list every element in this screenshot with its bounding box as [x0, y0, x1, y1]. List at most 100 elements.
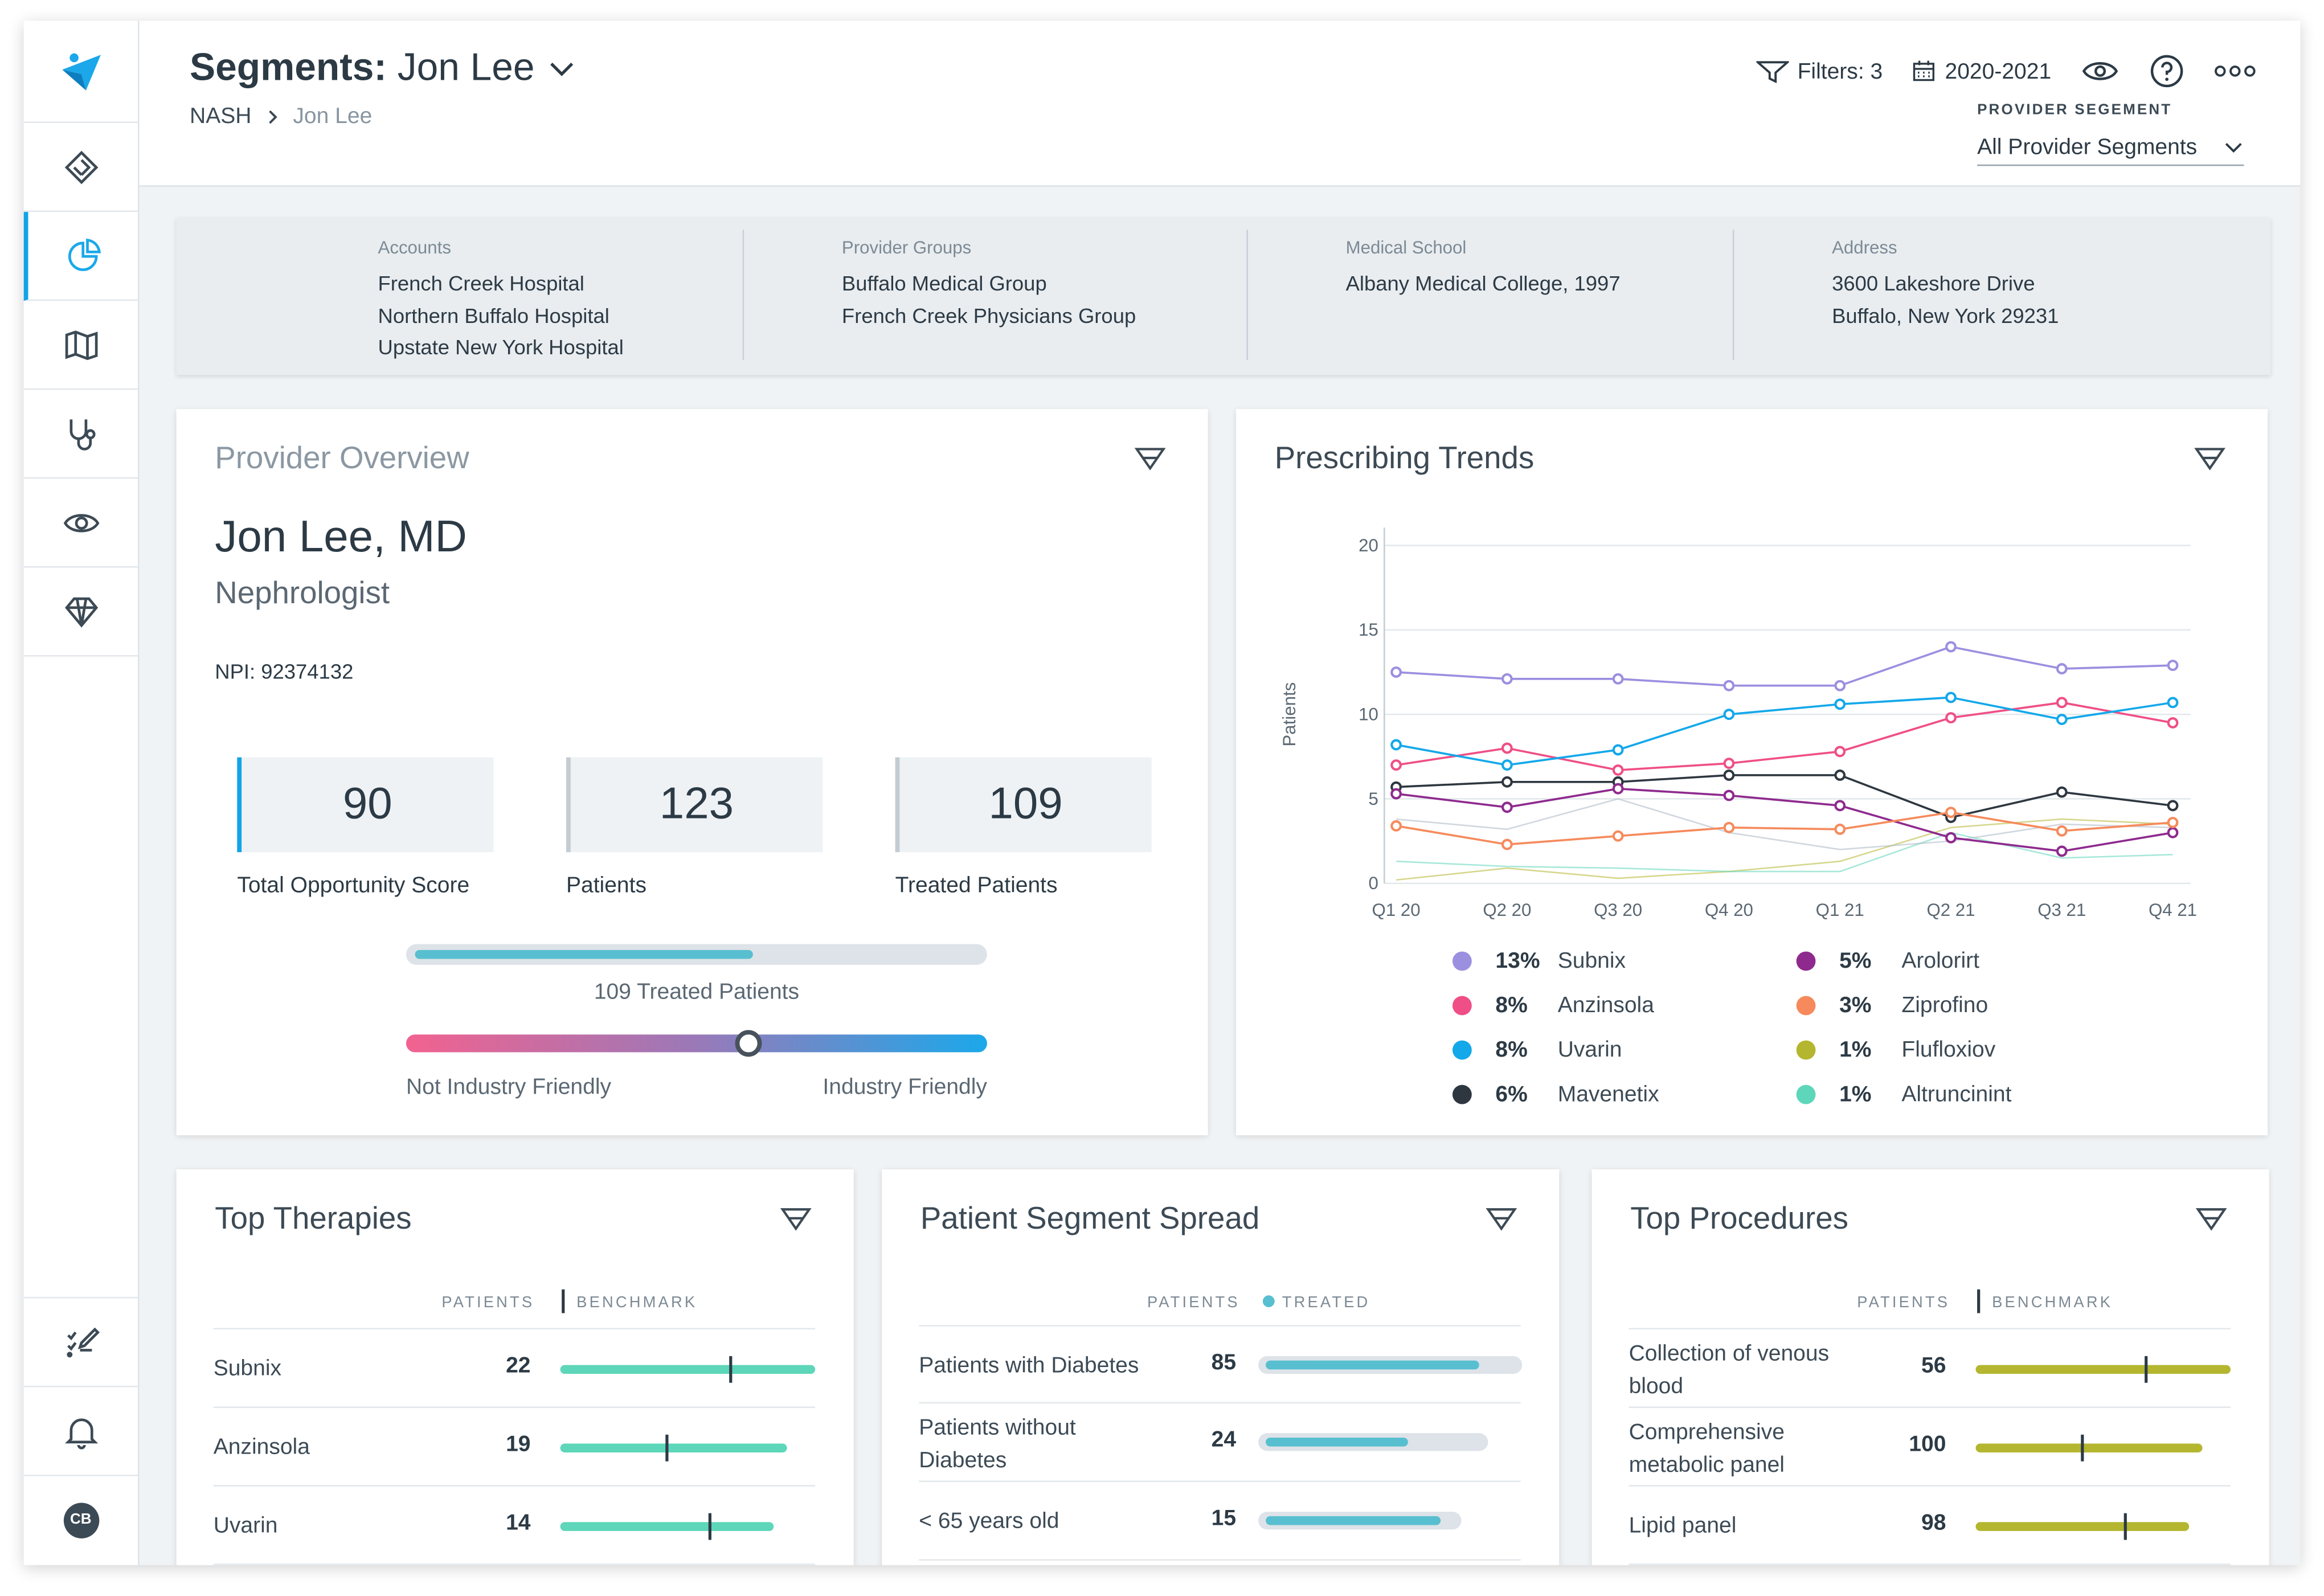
eye-icon[interactable]	[2081, 58, 2120, 84]
legend-item[interactable]: 1% Flufloxiov	[1796, 1037, 1995, 1063]
data-point[interactable]	[1612, 783, 1624, 795]
legend-item[interactable]: 8% Anzinsola	[1452, 993, 1654, 1018]
data-point[interactable]	[1723, 822, 1735, 833]
legend-item[interactable]: 6% Mavenetix	[1452, 1082, 1659, 1107]
data-point[interactable]	[1723, 758, 1735, 770]
data-point[interactable]	[1612, 830, 1624, 842]
breadcrumb: NASH Jon Lee	[190, 104, 372, 129]
data-point[interactable]	[1945, 807, 1957, 819]
series-line-anzinsola	[1396, 701, 2173, 771]
data-point[interactable]	[1390, 759, 1402, 771]
nav-home[interactable]	[23, 123, 138, 212]
data-point[interactable]	[1501, 759, 1513, 771]
data-point[interactable]	[1390, 788, 1402, 800]
table-row[interactable]: Lipid panel 98	[1629, 1485, 2231, 1565]
nav-tasks[interactable]	[23, 1296, 138, 1388]
data-point[interactable]	[1501, 776, 1513, 788]
data-point[interactable]	[1390, 820, 1402, 832]
data-point[interactable]	[1834, 800, 1846, 812]
date-range-button[interactable]: 2020-2021	[1912, 59, 2051, 84]
table-row[interactable]: < 65 years old 15	[919, 1480, 1521, 1561]
nav-clinical[interactable]	[23, 390, 138, 479]
legend-item[interactable]: 5% Arolorirt	[1796, 948, 1979, 974]
nav-map[interactable]	[23, 301, 138, 390]
series-line-altruncinint	[1396, 832, 2173, 873]
data-point[interactable]	[1834, 698, 1846, 710]
series-line-subnix	[1396, 645, 2173, 687]
data-point[interactable]	[2167, 660, 2179, 672]
data-point[interactable]	[2167, 817, 2179, 828]
benchmark-marker	[665, 1434, 668, 1462]
data-point[interactable]	[2056, 697, 2068, 709]
table-row[interactable]: Subnix 22	[213, 1328, 816, 1408]
data-point[interactable]	[1945, 691, 1957, 703]
data-point[interactable]	[1834, 770, 1846, 781]
stat-label: Treated Patients	[895, 873, 1058, 898]
x-tick-label: Q3 20	[1594, 900, 1642, 920]
more-icon[interactable]	[2214, 64, 2256, 79]
filters-button[interactable]: Filters: 3	[1756, 59, 1883, 84]
data-point[interactable]	[1723, 789, 1735, 801]
legend-item[interactable]: 1% Altruncinint	[1796, 1082, 2011, 1107]
nav-opportunities[interactable]	[23, 568, 138, 657]
data-point[interactable]	[1390, 666, 1402, 678]
data-point[interactable]	[1723, 680, 1735, 691]
data-point[interactable]	[1945, 712, 1957, 723]
data-point[interactable]	[1834, 746, 1846, 758]
account-item[interactable]: Upstate New York Hospital	[378, 335, 624, 359]
data-point[interactable]	[2167, 826, 2179, 838]
data-point[interactable]	[1612, 764, 1624, 776]
nav-segments[interactable]	[23, 212, 138, 301]
legend-item[interactable]: 13% Subnix	[1452, 948, 1626, 974]
group-item[interactable]: French Creek Physicians Group	[841, 303, 1136, 327]
chevron-down-icon[interactable]	[546, 57, 576, 77]
account-item[interactable]: French Creek Hospital	[378, 271, 584, 295]
collapse-icon[interactable]	[1485, 1205, 1517, 1234]
data-point[interactable]	[1834, 680, 1846, 691]
data-point[interactable]	[2167, 800, 2179, 812]
table-row[interactable]: Anzinsola 19	[213, 1406, 816, 1487]
help-icon[interactable]	[2149, 54, 2184, 89]
data-point[interactable]	[1390, 739, 1402, 751]
data-point[interactable]	[1945, 832, 1957, 844]
table-row[interactable]: Patients without Diabetes 24	[919, 1402, 1521, 1482]
data-point[interactable]	[2056, 786, 2068, 798]
legend-item[interactable]: 3% Ziprofino	[1796, 993, 1988, 1018]
collapse-icon[interactable]	[2194, 445, 2226, 474]
title-name: Jon Lee	[397, 44, 535, 89]
collapse-icon[interactable]	[1134, 445, 1167, 474]
data-point[interactable]	[2056, 845, 2068, 857]
data-point[interactable]	[1723, 770, 1735, 781]
table-row[interactable]: Patients with Diabetes 85	[919, 1325, 1523, 1405]
provider-segment-select[interactable]: All Provider Segments	[1977, 129, 2244, 166]
data-point[interactable]	[1723, 709, 1735, 721]
data-point[interactable]	[1945, 641, 1957, 653]
table-row[interactable]: Uvarin 14	[213, 1485, 816, 1565]
data-point[interactable]	[2056, 714, 2068, 725]
breadcrumb-root[interactable]: NASH	[190, 104, 252, 129]
data-point[interactable]	[1501, 742, 1513, 754]
data-point[interactable]	[1501, 673, 1513, 685]
divider	[1732, 230, 1734, 361]
group-item[interactable]: Buffalo Medical Group	[841, 271, 1047, 295]
table-row[interactable]: Comprehensive metabolic panel 100	[1629, 1406, 2231, 1487]
data-point[interactable]	[1612, 673, 1624, 685]
table-row[interactable]: Collection of venous blood 56	[1629, 1328, 2231, 1408]
nav-watch[interactable]	[23, 478, 138, 568]
legend-item[interactable]: 8% Uvarin	[1452, 1037, 1622, 1063]
collapse-icon[interactable]	[2195, 1205, 2228, 1234]
app-logo[interactable]	[23, 21, 138, 123]
nav-profile[interactable]: CB	[24, 1476, 138, 1564]
data-point[interactable]	[2167, 717, 2179, 729]
data-point[interactable]	[1501, 838, 1513, 850]
data-point[interactable]	[2056, 825, 2068, 837]
nav-notifications[interactable]	[23, 1387, 138, 1476]
data-point[interactable]	[2167, 697, 2179, 709]
data-point[interactable]	[1834, 823, 1846, 835]
page-title[interactable]: Segments: Jon Lee	[190, 44, 576, 91]
data-point[interactable]	[2056, 663, 2068, 674]
data-point[interactable]	[1501, 801, 1513, 813]
account-item[interactable]: Northern Buffalo Hospital	[378, 303, 609, 327]
collapse-icon[interactable]	[780, 1205, 812, 1234]
data-point[interactable]	[1612, 744, 1624, 756]
